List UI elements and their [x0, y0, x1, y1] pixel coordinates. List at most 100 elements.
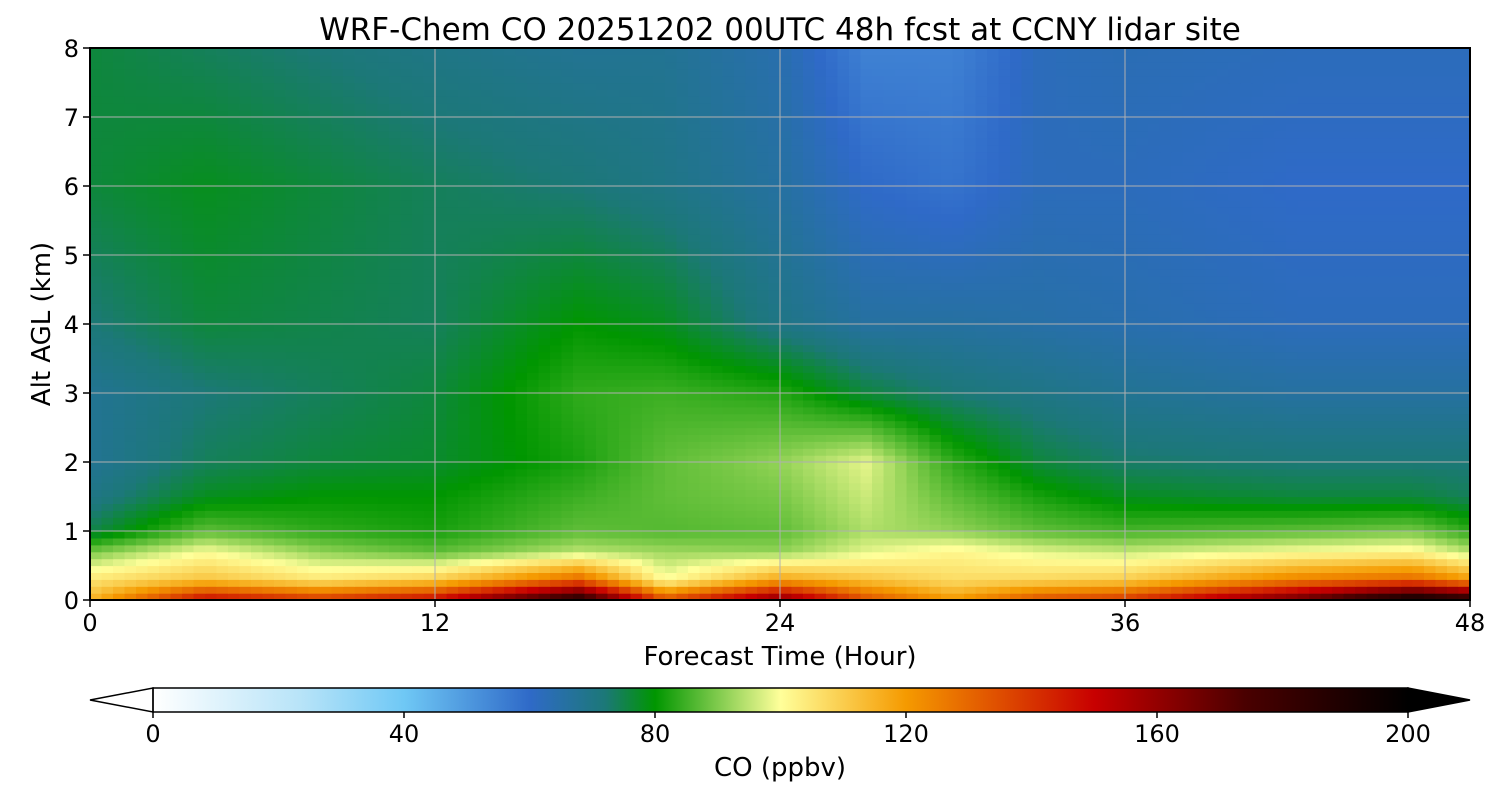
heatmap-cell — [1251, 386, 1264, 394]
heatmap-cell — [1401, 379, 1414, 387]
heatmap-cell — [216, 572, 229, 580]
heatmap-cell — [1435, 337, 1448, 346]
heatmap-cell — [90, 544, 103, 553]
heatmap-cell — [1044, 399, 1057, 408]
heatmap-cell — [124, 510, 137, 518]
heatmap-cell — [1389, 330, 1402, 339]
heatmap-cell — [297, 572, 310, 580]
heatmap-cell — [1182, 351, 1195, 360]
heatmap-cell — [745, 406, 758, 415]
heatmap-cell — [837, 441, 850, 449]
heatmap-cell — [699, 586, 712, 594]
heatmap-cell — [1044, 337, 1057, 346]
heatmap-cell — [1067, 420, 1080, 429]
heatmap-cell — [918, 586, 931, 594]
heatmap-cell — [1320, 317, 1333, 325]
heatmap-cell — [446, 434, 459, 442]
heatmap-cell — [400, 406, 413, 415]
heatmap-cell — [1228, 524, 1241, 532]
heatmap-cell — [354, 420, 367, 429]
heatmap-cell — [780, 482, 793, 491]
heatmap-cell — [285, 572, 298, 580]
heatmap-cell — [964, 579, 977, 587]
heatmap-cell — [1458, 427, 1470, 435]
heatmap-cell — [883, 386, 896, 394]
heatmap-cell — [1148, 503, 1161, 511]
heatmap-cell — [331, 365, 344, 373]
heatmap-cell — [228, 455, 241, 463]
heatmap-cell — [193, 406, 206, 415]
heatmap-cell — [1182, 393, 1195, 401]
heatmap-cell — [331, 524, 344, 532]
heatmap-cell — [1159, 386, 1172, 394]
heatmap-cell — [642, 420, 655, 429]
heatmap-cell — [1412, 551, 1425, 560]
heatmap-cell — [320, 406, 333, 415]
heatmap-cell — [998, 365, 1011, 373]
heatmap-cell — [1297, 448, 1310, 456]
heatmap-cell — [814, 365, 827, 373]
heatmap-cell — [803, 406, 816, 415]
heatmap-cell — [929, 372, 942, 380]
heatmap-cell — [768, 434, 781, 442]
heatmap-cell — [469, 358, 482, 366]
heatmap-cell — [1366, 406, 1379, 415]
heatmap-cell — [101, 565, 114, 573]
heatmap-cell — [1067, 579, 1080, 587]
heatmap-cell — [906, 572, 919, 580]
heatmap-cell — [331, 572, 344, 580]
heatmap-cell — [1320, 496, 1333, 504]
heatmap-cell — [964, 551, 977, 560]
heatmap-cell — [929, 317, 942, 325]
heatmap-cell — [1217, 358, 1230, 366]
heatmap-cell — [711, 379, 724, 387]
heatmap-cell — [699, 558, 712, 567]
heatmap-cell — [400, 503, 413, 511]
heatmap-cell — [1309, 351, 1322, 360]
heatmap-cell — [849, 379, 862, 387]
heatmap-cell — [780, 399, 793, 408]
heatmap-cell — [1240, 517, 1253, 525]
heatmap-cell — [1102, 344, 1115, 353]
heatmap-cell — [1090, 351, 1103, 360]
heatmap-cell — [676, 337, 689, 346]
heatmap-cell — [515, 579, 528, 587]
heatmap-cell — [262, 420, 275, 429]
heatmap-cell — [274, 565, 287, 573]
heatmap-cell — [688, 586, 701, 594]
heatmap-cell — [1205, 317, 1218, 325]
heatmap-cell — [1401, 434, 1414, 442]
heatmap-cell — [780, 317, 793, 325]
heatmap-cell — [952, 489, 965, 498]
heatmap-cell — [193, 496, 206, 504]
heatmap-cell — [1366, 489, 1379, 498]
heatmap-cell — [998, 399, 1011, 408]
heatmap-cell — [1044, 579, 1057, 587]
heatmap-cell — [745, 503, 758, 511]
heatmap-cell — [895, 379, 908, 387]
heatmap-cell — [1274, 517, 1287, 525]
heatmap-cell — [619, 496, 632, 504]
heatmap-cell — [320, 537, 333, 546]
heatmap-cell — [354, 434, 367, 442]
heatmap-cell — [642, 310, 655, 318]
heatmap-cell — [734, 372, 747, 380]
heatmap-cell — [929, 558, 942, 567]
heatmap-cell — [1401, 565, 1414, 573]
heatmap-cell — [366, 475, 379, 484]
heatmap-cell — [262, 572, 275, 580]
heatmap-cell — [228, 372, 241, 380]
heatmap-cell — [1366, 475, 1379, 484]
heatmap-cell — [699, 420, 712, 429]
heatmap-cell — [377, 344, 390, 353]
heatmap-cell — [308, 399, 321, 408]
heatmap-cell — [803, 593, 816, 600]
heatmap-cell — [481, 593, 494, 600]
heatmap-cell — [1090, 517, 1103, 525]
heatmap-cell — [573, 441, 586, 449]
heatmap-cell — [1424, 579, 1437, 587]
heatmap-cell — [745, 544, 758, 553]
heatmap-cell — [1102, 558, 1115, 567]
heatmap-cell — [1274, 475, 1287, 484]
heatmap-cell — [1148, 372, 1161, 380]
